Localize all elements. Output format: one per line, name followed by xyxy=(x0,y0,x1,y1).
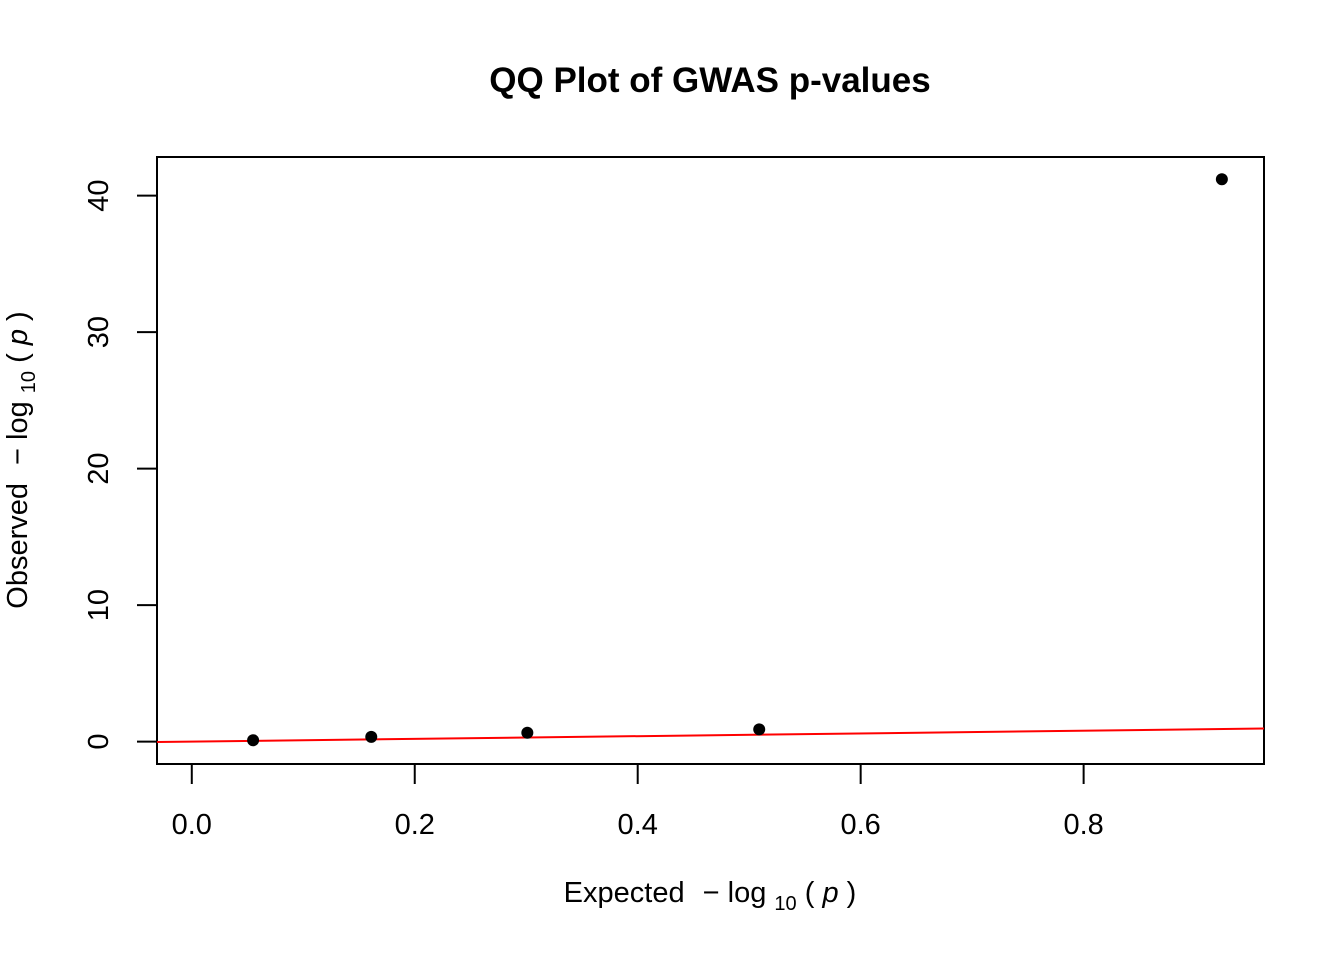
x-axis-label-base: 10 xyxy=(774,893,796,915)
x-axis-label-log: log xyxy=(728,877,767,909)
y-tick-label: 0 xyxy=(83,734,115,750)
y-tick-label: 10 xyxy=(83,589,115,621)
reference-line-group xyxy=(156,727,1265,744)
y-axis-label-var: p xyxy=(2,329,34,346)
plot-frame xyxy=(156,156,1265,765)
y-axis: 0 10 20 30 40 xyxy=(83,179,158,750)
x-tick-label: 0.2 xyxy=(395,809,435,841)
reference-line xyxy=(156,727,1265,744)
y-tick-label: 20 xyxy=(83,452,115,484)
data-point xyxy=(1215,173,1228,186)
y-tick-label: 40 xyxy=(83,179,115,211)
x-axis-label-prefix: Expected xyxy=(564,877,685,909)
y-axis-label-base: 10 xyxy=(18,371,40,393)
x-axis-label-open: ( xyxy=(805,877,815,909)
x-tick-label: 0.6 xyxy=(841,809,881,841)
chart-title: QQ Plot of GWAS p-values xyxy=(489,61,930,100)
x-axis: 0.0 0.2 0.4 0.6 0.8 xyxy=(172,763,1104,841)
y-tick-label: 30 xyxy=(83,316,115,348)
x-axis-label-close: ) xyxy=(847,877,857,909)
y-axis-label: Observed − log 10 ( p ) xyxy=(2,311,42,608)
data-point xyxy=(521,726,534,739)
y-axis-label-prefix: Observed xyxy=(2,483,34,609)
x-axis-label-var: p xyxy=(821,877,838,909)
x-axis-label: Expected − log 10 ( p ) xyxy=(564,877,857,917)
x-tick-label: 0.0 xyxy=(172,809,212,841)
data-point xyxy=(365,730,378,743)
x-axis-label-minus: − xyxy=(703,877,720,909)
y-axis-label-minus: − xyxy=(2,448,34,465)
data-point xyxy=(753,723,766,736)
data-points xyxy=(247,173,1228,747)
y-axis-label-open: ( xyxy=(2,353,34,363)
x-tick-label: 0.4 xyxy=(618,809,658,841)
data-point xyxy=(247,734,260,747)
y-axis-label-close: ) xyxy=(2,311,34,321)
y-axis-label-log: log xyxy=(2,401,34,440)
x-tick-label: 0.8 xyxy=(1063,809,1103,841)
